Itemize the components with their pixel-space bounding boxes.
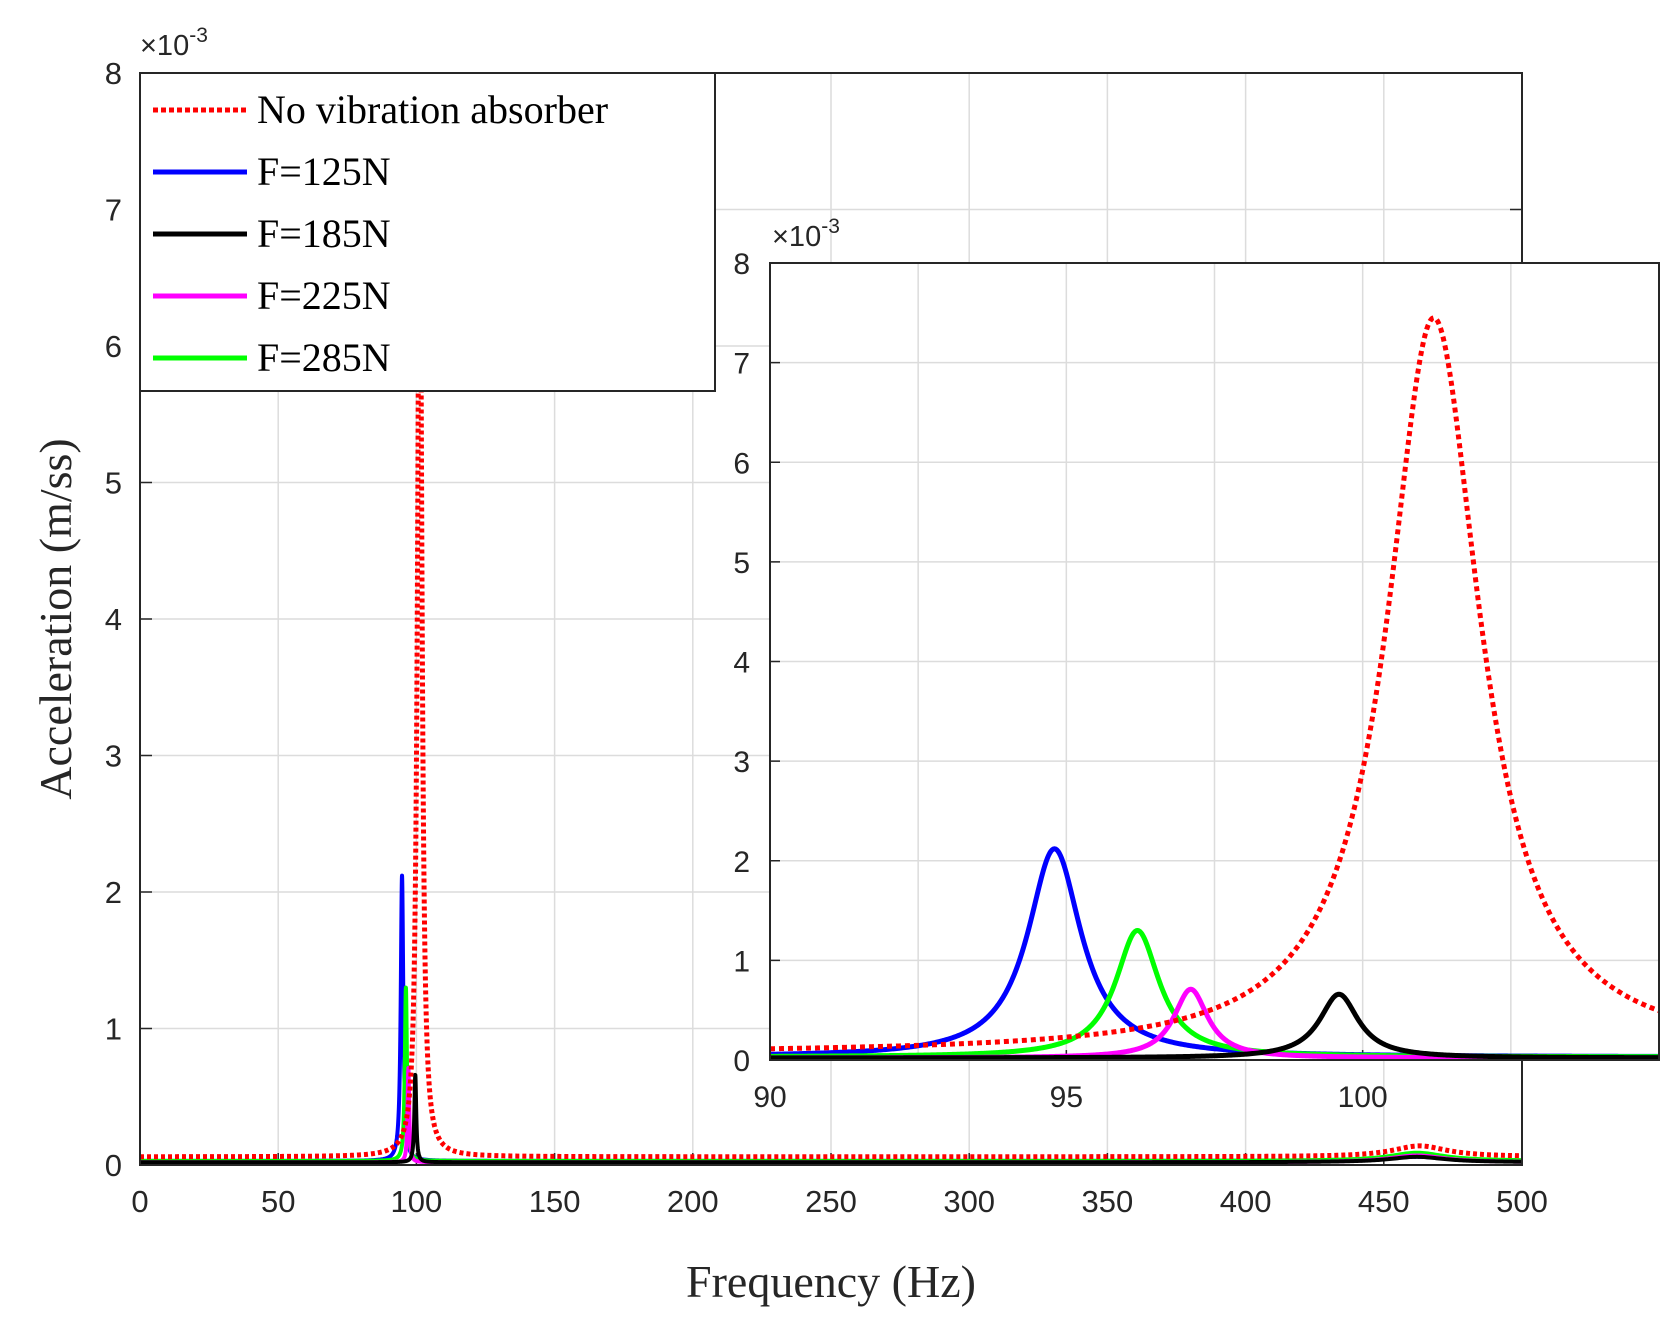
main-y-tick-label: 3 (105, 739, 122, 774)
main-y-tick-label: 8 (105, 56, 122, 91)
inset-y-tick-label: 6 (733, 447, 750, 480)
main-x-tick-label: 300 (943, 1184, 995, 1219)
inset-y-tick-label: 3 (733, 746, 750, 779)
main-x-tick-label: 250 (805, 1184, 857, 1219)
main-series-line-0 (138, 145, 1524, 1160)
main-y-axis-label: Acceleration (m/ss) (30, 438, 81, 799)
legend-label-2: F=185N (257, 211, 391, 256)
main-series-line-2 (139, 1072, 1523, 1165)
main-x-tick-label: 200 (667, 1184, 719, 1219)
main-y-tick-labels: 0 1 2 3 4 5 6 7 8 (105, 56, 122, 1183)
inset-series-line-2 (768, 991, 1661, 1061)
inset-series-line-0 (768, 315, 1661, 1052)
main-x-tick-label: 350 (1082, 1184, 1134, 1219)
legend-label-3: F=225N (257, 273, 391, 318)
inset-series-lines (768, 315, 1661, 1061)
main-y-tick-label: 5 (105, 466, 122, 501)
main-x-tick-labels: 0 50 100 150 200 250 300 350 400 450 500 (131, 1184, 1547, 1219)
main-x-tick-label: 500 (1496, 1184, 1548, 1219)
main-y-tick-label: 7 (105, 193, 122, 228)
inset-y-tick-labels: 0 1 2 3 4 5 6 7 8 (733, 248, 750, 1078)
inset-y-tick-label: 4 (733, 647, 750, 680)
legend-label-0: No vibration absorber (257, 87, 608, 132)
inset-axes: 90 95 100 0 1 2 3 4 5 6 7 8 ×10-3 (733, 215, 1661, 1114)
inset-y-multiplier: ×10-3 (772, 215, 840, 253)
inset-y-tick-label: 2 (733, 846, 750, 879)
inset-axes-box (769, 262, 1660, 1061)
main-x-tick-label: 450 (1358, 1184, 1410, 1219)
inset-y-tick-label: 0 (733, 1045, 750, 1078)
main-x-axis-label: Frequency (Hz) (686, 1256, 976, 1307)
legend: No vibration absorber F=125N F=185N F=225N F… (139, 72, 716, 392)
main-y-multiplier: ×10-3 (140, 24, 208, 62)
legend-label-1: F=125N (257, 149, 391, 194)
main-y-tick-label: 4 (105, 602, 122, 637)
inset-x-tick-labels: 90 95 100 (753, 1081, 1387, 1114)
main-y-tick-label: 2 (105, 875, 122, 910)
inset-x-tick-label: 95 (1050, 1081, 1083, 1114)
main-y-tick-label: 6 (105, 329, 122, 364)
main-x-tick-label: 400 (1220, 1184, 1272, 1219)
main-y-tick-label: 0 (105, 1148, 122, 1183)
inset-x-tick-label: 90 (753, 1081, 786, 1114)
legend-label-4: F=285N (257, 335, 391, 380)
main-x-tick-label: 100 (391, 1184, 443, 1219)
main-y-tick-label: 1 (105, 1012, 122, 1047)
inset-y-tick-label: 5 (733, 547, 750, 580)
main-series-lines (138, 145, 1524, 1165)
inset-y-tick-label: 7 (733, 348, 750, 381)
main-x-tick-label: 50 (261, 1184, 295, 1219)
inset-y-tick-label: 1 (733, 945, 750, 978)
main-x-tick-label: 0 (131, 1184, 148, 1219)
inset-y-tick-label: 8 (733, 248, 750, 281)
inset-x-tick-label: 100 (1338, 1081, 1388, 1114)
main-x-tick-label: 150 (529, 1184, 581, 1219)
